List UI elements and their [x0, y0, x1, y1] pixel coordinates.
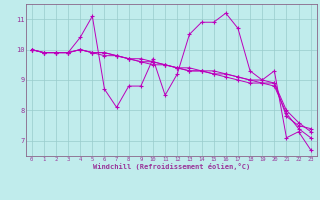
- X-axis label: Windchill (Refroidissement éolien,°C): Windchill (Refroidissement éolien,°C): [92, 163, 250, 170]
